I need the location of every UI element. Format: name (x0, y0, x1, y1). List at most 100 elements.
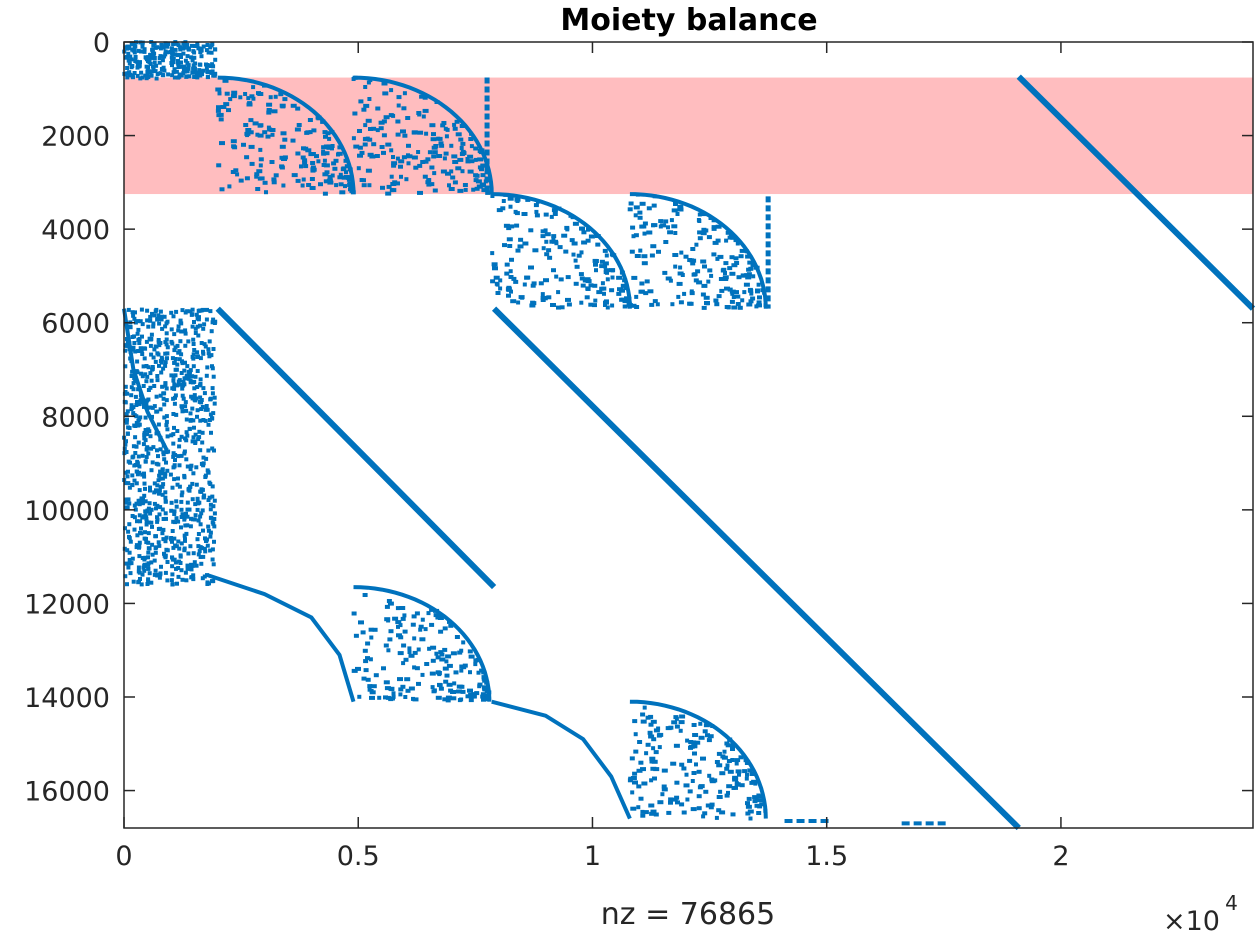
y-tick-label: 8000 (41, 402, 110, 433)
dense-block-2-dot (193, 513, 198, 518)
dense-block-1-dot (142, 47, 147, 52)
dense-block-1-dot (173, 52, 178, 57)
dense-block-2-dot (125, 409, 130, 414)
dense-block-1-dot (174, 69, 179, 74)
triangle-block-2-dot (359, 150, 365, 155)
dense-block-1-dot (185, 69, 190, 74)
y-tick-label: 12000 (24, 589, 110, 620)
triangle-block-4-dot (677, 207, 684, 212)
triangle-block-1-dot (300, 183, 305, 188)
triangle-block-6-dot (710, 724, 715, 728)
dense-block-2-dot (163, 383, 168, 388)
triangle-block-3-dot (490, 194, 495, 198)
dense-block-2-dot (174, 309, 179, 314)
dense-block-2-dot (181, 383, 186, 388)
triangle-block-4-dot (753, 265, 760, 270)
dense-block-1-dot (208, 69, 213, 74)
dense-block-2-dot (194, 465, 199, 470)
dense-block-2-dot (135, 370, 140, 375)
dense-block-1-dot (148, 52, 153, 57)
dense-block-2-dot (163, 340, 168, 345)
dense-block-2-dot (156, 540, 161, 545)
dense-block-2-dot (164, 414, 169, 419)
triangle-block-5-dot (370, 684, 377, 689)
dense-block-2-dot (127, 558, 132, 562)
triangle-block-5-dot (388, 629, 394, 634)
dense-block-1-dot (204, 62, 208, 67)
triangle-block-6-dot (668, 797, 674, 802)
dense-block-2-dot (137, 488, 142, 493)
dense-block-2-dot (134, 469, 139, 474)
dense-block-1-dot (155, 45, 160, 50)
dense-block-2-dot (140, 556, 145, 560)
triangle-block-6-dot (732, 777, 739, 782)
dense-block-2-dot (146, 555, 150, 560)
triangle-block-3-dot (511, 276, 517, 281)
dense-block-2-dot (200, 430, 205, 435)
triangle-block-1-dot (331, 161, 337, 166)
triangle-block-4-dot (735, 241, 740, 246)
triangle-block-5-dot (407, 650, 412, 654)
triangle-block-2-dot (422, 95, 428, 100)
triangle-block-5-dot (445, 654, 452, 659)
triangle-block-5-dot (373, 673, 379, 678)
dense-block-2-dot (209, 515, 214, 520)
dense-block-2-dot (160, 484, 165, 489)
triangle-block-3-dot (580, 283, 586, 288)
dense-block-1-dot (172, 75, 177, 80)
dense-block-2-dot (170, 555, 175, 560)
dense-block-2-dot (156, 527, 161, 531)
dense-block-1-dot (158, 46, 163, 51)
triangle-block-2-dot (357, 129, 362, 133)
triangle-block-4-dot (720, 268, 726, 273)
dense-block-2-dot (146, 324, 151, 329)
dense-block-2-dot (179, 525, 183, 530)
triangle-block-1-dot (247, 130, 254, 135)
triangle-block-5-dot (477, 682, 483, 687)
triangle-block-3-dot (623, 286, 629, 291)
triangle-block-1-dot (266, 110, 272, 115)
dense-block-1-dot (172, 67, 177, 72)
dense-block-2-dot (140, 453, 145, 458)
triangle-block-3-dot (552, 212, 558, 216)
dense-block-2-dot (124, 499, 129, 503)
triangle-block-5-dot (465, 694, 471, 699)
dense-block-2-dot (141, 442, 146, 447)
triangle-block-4-edge (629, 192, 768, 309)
triangle-block-5-dot (460, 689, 466, 694)
dense-block-2-dot (149, 468, 154, 473)
triangle-block-4-dot (647, 289, 654, 294)
triangle-block-3-dot (517, 244, 524, 249)
triangle-block-5-dot (481, 670, 487, 675)
dense-block-1-dot (171, 42, 176, 47)
dense-block-2-dot (133, 375, 138, 380)
dense-block-2-dot (130, 369, 135, 374)
triangle-block-2-dot (469, 159, 475, 164)
dense-block-2-dot (176, 519, 181, 524)
dense-block-2-dot (138, 398, 143, 403)
triangle-block-5-dot (442, 666, 449, 671)
dense-block-2-dot (125, 337, 129, 341)
triangle-block-4-dot (711, 218, 717, 223)
dense-block-2-dot (195, 496, 200, 501)
dense-block-2-dot (170, 539, 174, 544)
triangle-block-6-dot (685, 797, 690, 802)
dense-block-2-dot (164, 547, 169, 552)
triangle-block-1-dot (220, 105, 227, 109)
triangle-block-6-dot (666, 810, 672, 815)
dense-block-2-dot (189, 463, 194, 468)
triangle-block-2-dot (363, 85, 368, 89)
triangle-block-1-dot (252, 121, 259, 126)
triangle-block-6-dot (700, 756, 706, 761)
dense-block-2-dot (155, 351, 160, 356)
triangle-block-4-dot (660, 223, 667, 228)
dense-block-2-dot (131, 444, 136, 449)
triangle-block-1-dot (282, 155, 288, 160)
triangle-block-6-dot (716, 763, 723, 768)
dense-block-2-dot (134, 403, 139, 407)
dense-block-2-dot (171, 454, 176, 459)
triangle-block-1-dot (257, 133, 264, 138)
triangle-block-2-dot (361, 107, 367, 112)
triangle-block-6-dot (705, 733, 710, 738)
triangle-block-6-dot (748, 816, 753, 821)
